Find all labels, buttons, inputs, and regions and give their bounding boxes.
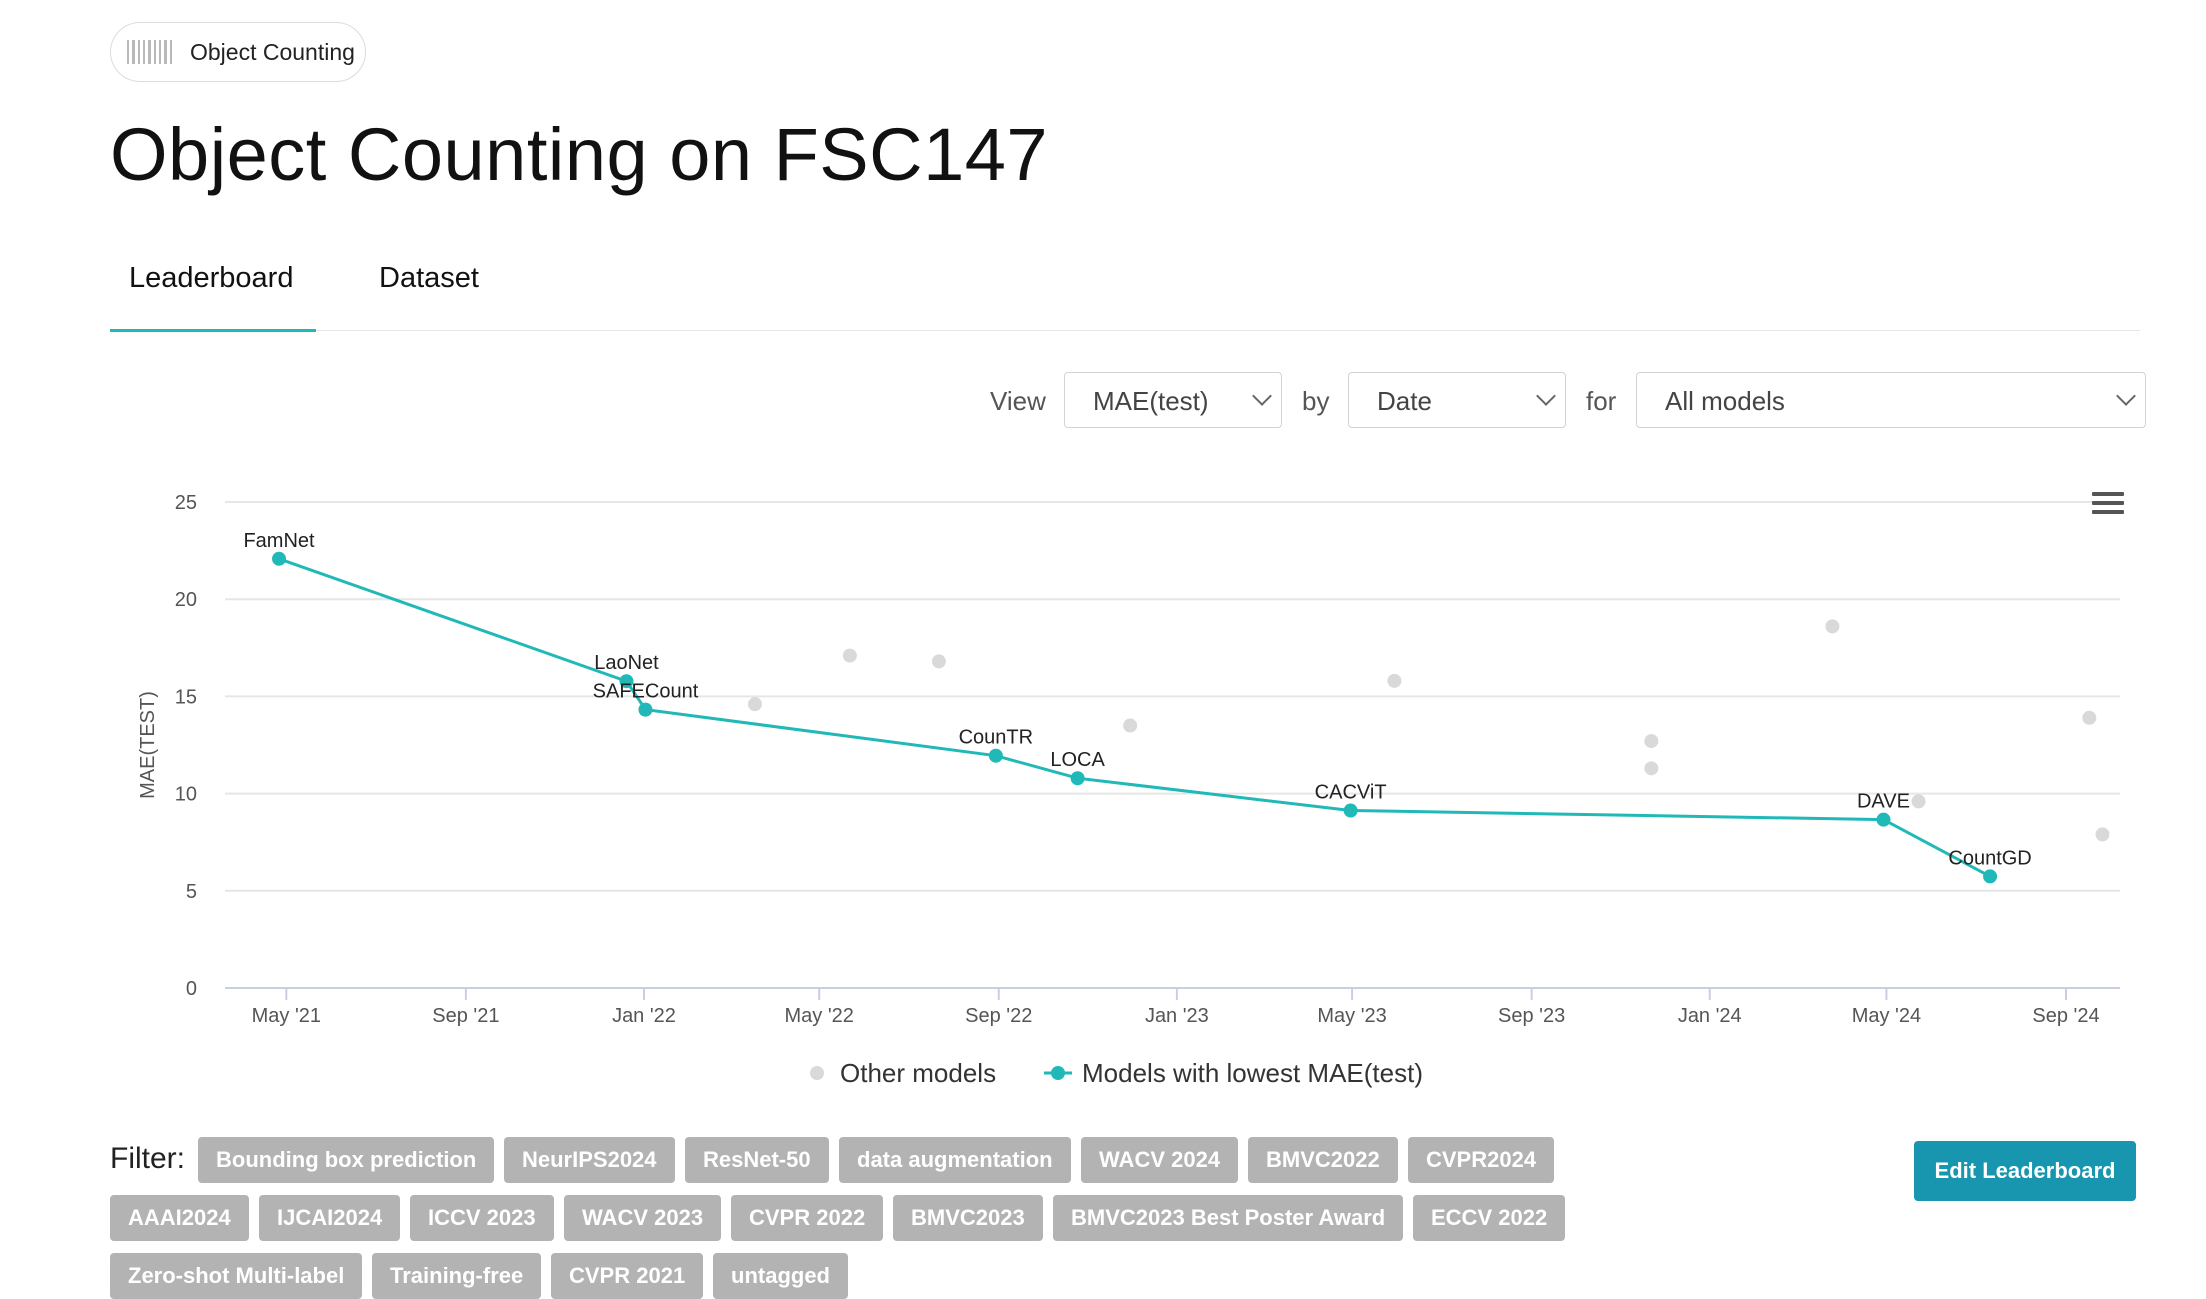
- hamburger-menu-icon[interactable]: [2092, 492, 2124, 516]
- chart-controls: View MAE(test) by Date for All models: [0, 372, 2206, 430]
- x-tick-label: May '23: [1317, 1005, 1386, 1027]
- other-model-point: [2082, 710, 2097, 725]
- filter-tag[interactable]: Training-free: [372, 1253, 542, 1299]
- leaderboard-chart: 0 5 10 15 20 25 May '21 Sep '21 Jan '22 May '22 Se…: [137, 492, 2120, 1088]
- view-metric-value: MAE(test): [1093, 386, 1209, 416]
- y-axis-label: MAE(TEST): [137, 691, 159, 799]
- tab-bar: Leaderboard Dataset: [110, 250, 2140, 332]
- sota-model-point: [1876, 812, 1891, 827]
- by-value: Date: [1377, 386, 1432, 416]
- filter-tag[interactable]: BMVC2023: [893, 1195, 1043, 1241]
- y-tick-label: 0: [186, 978, 197, 1000]
- other-model-point: [1123, 718, 1138, 733]
- y-tick-label: 10: [175, 784, 197, 806]
- filter-tag[interactable]: data augmentation: [839, 1137, 1071, 1183]
- for-label: for: [1586, 386, 1617, 416]
- filter-tag[interactable]: WACV 2024: [1081, 1137, 1239, 1183]
- x-tick-label: Sep '23: [1498, 1005, 1565, 1027]
- sota-point-label: CACViT: [1315, 782, 1387, 804]
- sota-point-label: LaoNet: [594, 652, 659, 674]
- x-tick-label: Jan '22: [612, 1005, 676, 1027]
- other-model-point: [2095, 827, 2110, 842]
- tab-dataset[interactable]: Dataset: [379, 262, 479, 294]
- task-chip[interactable]: Object Counting: [110, 22, 366, 82]
- y-tick-label: 25: [175, 492, 197, 514]
- filter-tag[interactable]: Zero-shot Multi-label: [110, 1253, 363, 1299]
- filter-tag[interactable]: IJCAI2024: [259, 1195, 401, 1241]
- filter-tag[interactable]: WACV 2023: [564, 1195, 722, 1241]
- legend-sota-label: Models with lowest MAE(test): [1082, 1058, 1423, 1088]
- filter-tag[interactable]: Bounding box prediction: [198, 1137, 495, 1183]
- other-model-point: [931, 654, 946, 669]
- legend-sota-marker: [1051, 1066, 1065, 1080]
- filter-tag[interactable]: BMVC2023 Best Poster Award: [1053, 1195, 1404, 1241]
- sota-model-point: [1343, 803, 1358, 818]
- other-model-point: [1644, 761, 1659, 776]
- filter-tag[interactable]: NeurIPS2024: [504, 1137, 675, 1183]
- chevron-down-icon: [2116, 386, 2136, 406]
- sota-model-point: [619, 674, 634, 689]
- barcode-icon: [127, 39, 172, 65]
- filter-tag[interactable]: BMVC2022: [1248, 1137, 1398, 1183]
- sota-point-label: SAFECount: [593, 681, 699, 703]
- for-value: All models: [1665, 386, 1785, 416]
- x-tick-label: May '24: [1852, 1005, 1921, 1027]
- sota-model-point: [1983, 869, 1998, 884]
- x-tick-label: Jan '24: [1678, 1005, 1742, 1027]
- task-chip-label: Object Counting: [190, 38, 355, 65]
- x-tick-label: Sep '24: [2032, 1005, 2099, 1027]
- sota-point-label: FamNet: [243, 530, 315, 552]
- other-model-point: [842, 648, 857, 663]
- filter-label: Filter:: [110, 1142, 185, 1175]
- by-select[interactable]: Date: [1348, 372, 1566, 428]
- sota-point-label: LOCA: [1050, 749, 1105, 771]
- sota-model-point: [1070, 771, 1085, 786]
- sota-line: [278, 557, 1991, 878]
- sota-point-label: CounTR: [959, 727, 1033, 749]
- other-model-point: [1825, 619, 1840, 634]
- x-tick-label: Sep '21: [432, 1005, 499, 1027]
- filter-tag[interactable]: untagged: [713, 1253, 848, 1299]
- y-tick-label: 20: [175, 589, 197, 611]
- other-model-point: [1644, 734, 1659, 749]
- x-tick-label: May '22: [784, 1005, 853, 1027]
- y-tick-label: 5: [186, 881, 197, 903]
- x-tick-label: May '21: [252, 1005, 321, 1027]
- chevron-down-icon: [1536, 386, 1556, 406]
- tab-leaderboard[interactable]: Leaderboard: [129, 262, 294, 294]
- filter-tag[interactable]: ICCV 2023: [410, 1195, 554, 1241]
- sota-point-label: CountGD: [1948, 847, 2031, 869]
- filter-tag[interactable]: ResNet-50: [685, 1137, 829, 1183]
- x-tick-label: Sep '22: [965, 1005, 1032, 1027]
- active-tab-indicator: [110, 329, 316, 332]
- filter-tag[interactable]: CVPR2024: [1408, 1137, 1555, 1183]
- filter-tag[interactable]: CVPR 2021: [551, 1253, 704, 1299]
- by-label: by: [1302, 386, 1330, 416]
- view-metric-select[interactable]: MAE(test): [1064, 372, 1282, 428]
- filter-tag[interactable]: CVPR 2022: [731, 1195, 884, 1241]
- legend-other-marker: [810, 1066, 824, 1080]
- view-label: View: [990, 386, 1046, 416]
- filter-tag[interactable]: AAAI2024: [110, 1195, 249, 1241]
- edit-leaderboard-button[interactable]: Edit Leaderboard: [1914, 1141, 2136, 1201]
- sota-point-label: DAVE: [1857, 791, 1910, 813]
- page-title: Object Counting on FSC147: [110, 113, 1049, 196]
- other-model-point: [1387, 673, 1402, 688]
- legend-other-label: Other models: [840, 1058, 996, 1088]
- for-select[interactable]: All models: [1636, 372, 2146, 428]
- sota-model-point: [638, 702, 653, 717]
- other-model-point: [1911, 794, 1926, 809]
- filter-tag[interactable]: ECCV 2022: [1413, 1195, 1566, 1241]
- sota-model-point: [988, 748, 1003, 763]
- x-tick-label: Jan '23: [1145, 1005, 1209, 1027]
- y-tick-label: 15: [175, 686, 197, 708]
- sota-model-point: [272, 551, 287, 566]
- chevron-down-icon: [1252, 386, 1272, 406]
- other-model-point: [747, 697, 762, 712]
